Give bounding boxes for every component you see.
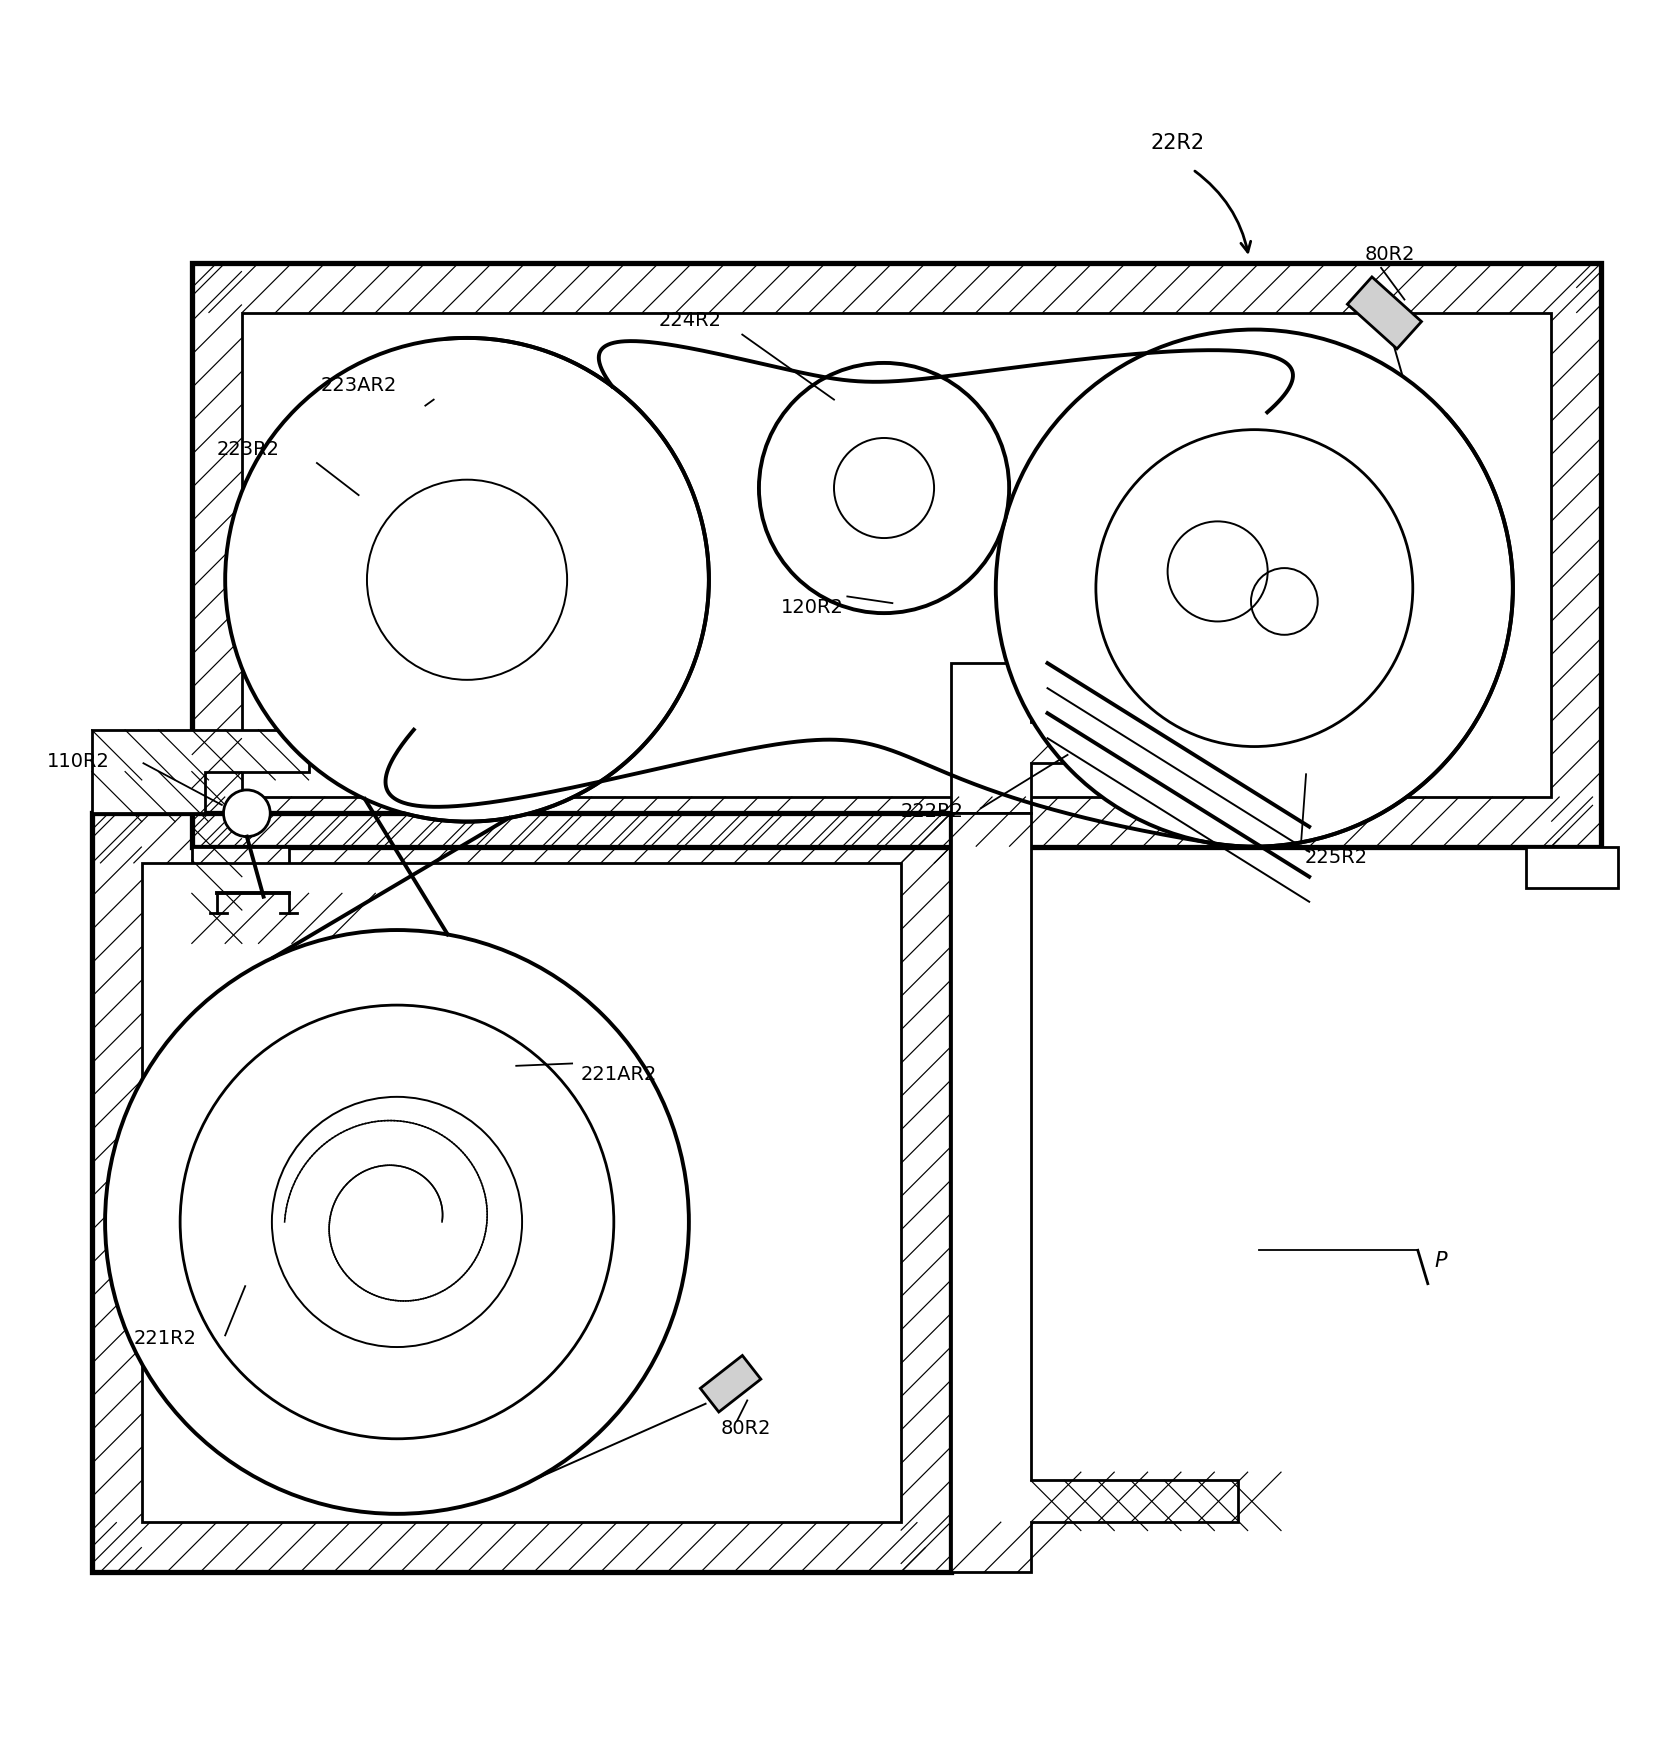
Circle shape xyxy=(180,1005,614,1438)
Text: 80R2: 80R2 xyxy=(721,1419,771,1438)
Text: 223R2: 223R2 xyxy=(217,440,280,459)
Circle shape xyxy=(834,438,934,539)
Polygon shape xyxy=(142,864,901,1522)
Circle shape xyxy=(759,363,1009,612)
Text: 225R2: 225R2 xyxy=(1304,848,1368,868)
Polygon shape xyxy=(192,262,1601,847)
Text: 221R2: 221R2 xyxy=(133,1329,197,1348)
Circle shape xyxy=(1096,429,1413,746)
Text: P: P xyxy=(1434,1251,1448,1271)
Text: 80R2: 80R2 xyxy=(1364,245,1414,264)
Circle shape xyxy=(996,329,1513,847)
Text: 221AR2: 221AR2 xyxy=(580,1065,657,1084)
Polygon shape xyxy=(701,1355,761,1412)
Polygon shape xyxy=(1348,276,1421,348)
Circle shape xyxy=(224,790,270,836)
Polygon shape xyxy=(192,847,350,943)
Text: 223AR2: 223AR2 xyxy=(320,377,397,396)
Circle shape xyxy=(367,480,567,679)
Text: 110R2: 110R2 xyxy=(47,752,110,771)
Polygon shape xyxy=(951,664,1238,813)
Text: 120R2: 120R2 xyxy=(781,598,844,618)
Polygon shape xyxy=(951,813,1238,1572)
Circle shape xyxy=(105,929,689,1514)
Circle shape xyxy=(272,1096,522,1346)
Polygon shape xyxy=(1526,847,1618,889)
Circle shape xyxy=(225,338,709,822)
Text: 224R2: 224R2 xyxy=(659,312,722,331)
Text: 22R2: 22R2 xyxy=(1151,134,1204,153)
Polygon shape xyxy=(92,730,309,813)
Text: 222R2: 222R2 xyxy=(901,801,964,820)
Polygon shape xyxy=(242,313,1551,797)
Polygon shape xyxy=(92,813,951,1572)
